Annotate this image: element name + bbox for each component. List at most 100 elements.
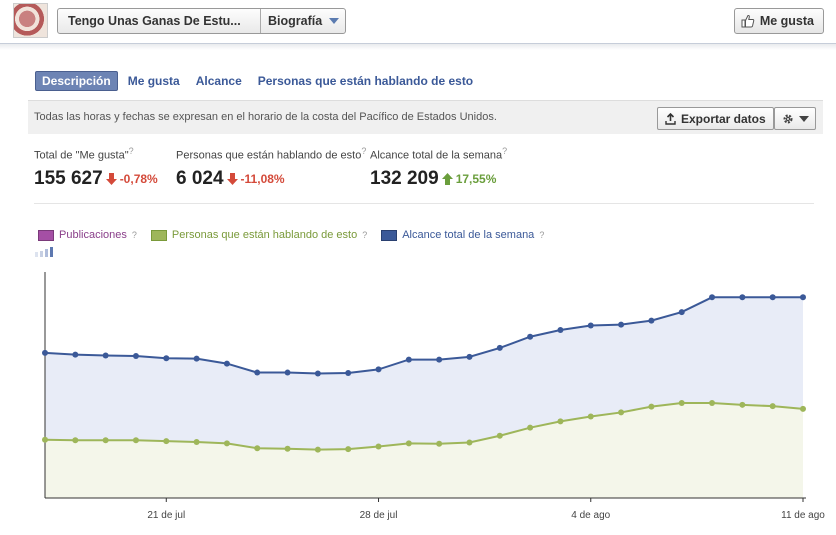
view-dropdown[interactable]: Biografía bbox=[261, 9, 345, 33]
talking-point bbox=[527, 424, 534, 431]
reach-point bbox=[587, 322, 594, 329]
talking-point bbox=[557, 418, 564, 425]
stat-label: Alcance total de la semana bbox=[370, 149, 503, 162]
chevron-down-icon bbox=[798, 115, 809, 122]
reach-point bbox=[709, 294, 716, 301]
view-label: Biografía bbox=[268, 14, 323, 28]
insights-chart: 21 de jul 28 de jul 4 de ago 11 de ago bbox=[42, 272, 825, 521]
x-tick-label: 4 de ago bbox=[571, 510, 610, 521]
thumbs-up-icon bbox=[741, 14, 755, 28]
talking-point bbox=[739, 401, 746, 408]
reach-point bbox=[284, 369, 291, 376]
divider bbox=[34, 203, 814, 204]
reach-point bbox=[496, 344, 503, 351]
reach-point bbox=[436, 356, 443, 363]
reach-point bbox=[678, 309, 685, 316]
talking-point bbox=[800, 405, 806, 412]
reach-point bbox=[466, 353, 473, 360]
stat-label: Total de "Me gusta" bbox=[34, 149, 129, 162]
x-tick-label: 11 de ago bbox=[781, 510, 825, 521]
talking-point bbox=[102, 437, 109, 444]
export-data-button[interactable]: Exportar datos bbox=[657, 107, 774, 130]
talking-area bbox=[45, 403, 803, 498]
legend-label: Alcance total de la semana bbox=[402, 229, 535, 241]
reach-point bbox=[618, 321, 625, 328]
talking-point bbox=[193, 439, 200, 445]
legend-label: Publicaciones bbox=[59, 229, 127, 241]
talking-point bbox=[72, 437, 79, 444]
export-label: Exportar datos bbox=[681, 111, 766, 126]
tab-personas-hablando[interactable]: Personas que están hablando de esto bbox=[257, 74, 474, 88]
settings-dropdown-button[interactable] bbox=[774, 107, 816, 130]
reach-point bbox=[527, 333, 534, 340]
talking-point bbox=[678, 400, 685, 407]
like-label: Me gusta bbox=[759, 14, 814, 28]
talking-point bbox=[42, 436, 48, 443]
timezone-info-bar: Todas las horas y fechas se expresan en … bbox=[28, 100, 823, 134]
stat-change: -11,08% bbox=[240, 171, 285, 186]
legend-swatch bbox=[150, 229, 167, 241]
chevron-down-icon bbox=[329, 18, 340, 24]
help-icon[interactable]: ? bbox=[362, 230, 368, 240]
legend-swatch bbox=[38, 229, 54, 241]
reach-point bbox=[769, 294, 776, 301]
tab-descripcion[interactable]: Descripción bbox=[35, 71, 118, 91]
reach-point bbox=[345, 370, 352, 377]
talking-point bbox=[466, 439, 473, 446]
talking-point bbox=[405, 440, 412, 447]
tab-me-gusta[interactable]: Me gusta bbox=[127, 74, 180, 88]
top-bar: Tengo Unas Ganas De Estu... Biografía Me… bbox=[0, 0, 836, 44]
reach-point bbox=[557, 327, 564, 333]
upload-icon bbox=[665, 112, 676, 125]
page-selector[interactable]: Tengo Unas Ganas De Estu... Biografía bbox=[57, 8, 347, 34]
talking-point bbox=[163, 438, 170, 445]
talking-point bbox=[587, 413, 594, 420]
legend-item-alcance[interactable]: Alcance total de la semana? bbox=[381, 229, 544, 241]
arrow-down-icon bbox=[105, 172, 117, 185]
stat-value: 6 024 bbox=[176, 167, 224, 189]
insights-tabs: Descripción Me gusta Alcance Personas qu… bbox=[35, 71, 479, 91]
reach-point bbox=[163, 355, 170, 362]
stat-change: 17,55% bbox=[455, 171, 497, 186]
reach-point bbox=[193, 355, 200, 362]
page-name[interactable]: Tengo Unas Ganas De Estu... bbox=[58, 9, 261, 33]
reach-point bbox=[314, 370, 321, 377]
help-icon[interactable]: ? bbox=[502, 146, 508, 156]
legend-item-publicaciones[interactable]: Publicaciones? bbox=[38, 229, 137, 241]
arrow-up-icon bbox=[441, 172, 453, 185]
like-button[interactable]: Me gusta bbox=[733, 8, 824, 34]
talking-point bbox=[345, 446, 352, 453]
talking-point bbox=[314, 446, 321, 453]
reach-point bbox=[800, 294, 806, 301]
x-tick-label: 21 de jul bbox=[147, 510, 185, 521]
talking-point bbox=[375, 443, 382, 450]
talking-point bbox=[254, 445, 261, 452]
talking-point bbox=[132, 437, 139, 444]
reach-point bbox=[72, 351, 79, 358]
bar-chart-toggle-icon[interactable] bbox=[35, 247, 53, 257]
stat-people-talking: Personas que están hablando de esto? 6 0… bbox=[176, 146, 366, 190]
help-icon[interactable]: ? bbox=[539, 230, 545, 240]
reach-point bbox=[405, 356, 412, 363]
talking-point bbox=[769, 403, 776, 410]
talking-point bbox=[648, 403, 655, 410]
reach-point bbox=[42, 349, 48, 356]
reach-point bbox=[132, 352, 139, 359]
talking-point bbox=[436, 440, 443, 447]
reach-point bbox=[223, 360, 230, 367]
arrow-down-icon bbox=[226, 172, 238, 185]
stat-label: Personas que están hablando de esto bbox=[176, 149, 362, 162]
page-avatar[interactable] bbox=[13, 3, 48, 38]
reach-line bbox=[44, 296, 803, 375]
reach-point bbox=[375, 366, 382, 373]
help-icon[interactable]: ? bbox=[128, 146, 134, 156]
tab-alcance[interactable]: Alcance bbox=[195, 74, 242, 88]
legend-item-personas-hablando[interactable]: Personas que están hablando de esto? bbox=[150, 229, 368, 241]
chart-legend: Publicaciones? Personas que están hablan… bbox=[38, 229, 544, 241]
stat-value: 155 627 bbox=[34, 167, 103, 189]
talking-point bbox=[496, 432, 503, 439]
help-icon[interactable]: ? bbox=[131, 230, 137, 240]
reach-point bbox=[739, 294, 746, 301]
gear-icon bbox=[782, 113, 793, 124]
help-icon[interactable]: ? bbox=[361, 146, 367, 156]
